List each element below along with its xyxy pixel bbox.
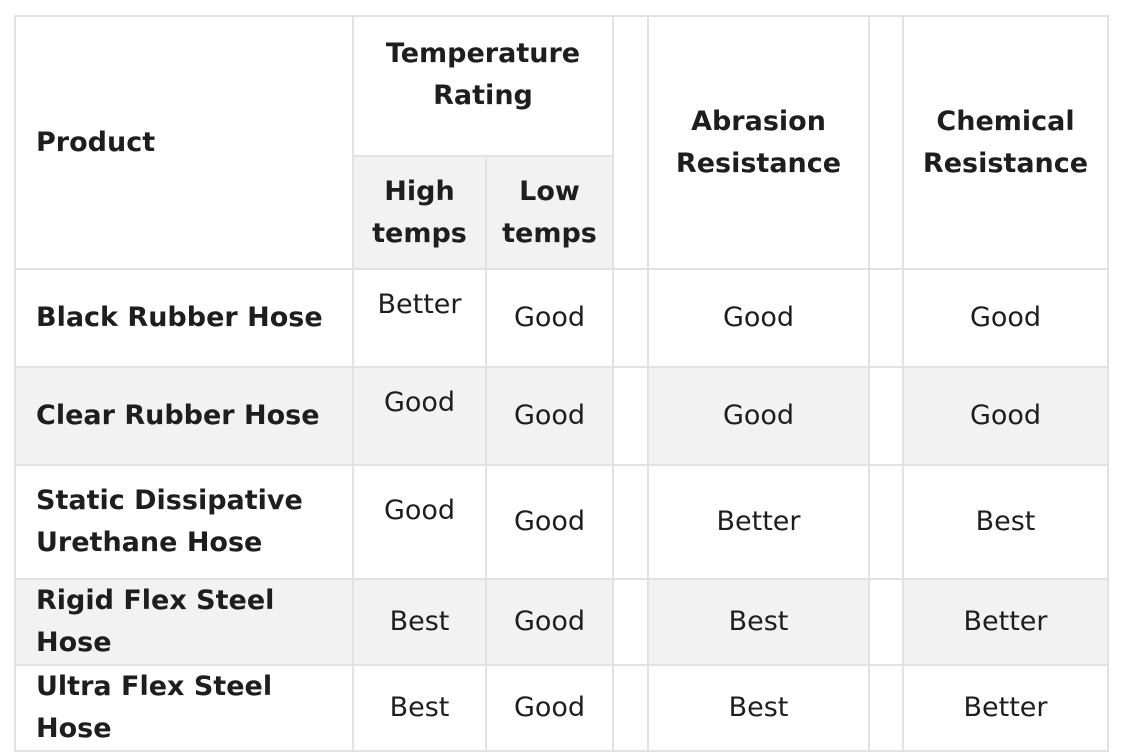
header-abrasion-resistance: Abrasion Resistance — [647, 15, 871, 270]
high-temps-cell: Best — [352, 664, 487, 752]
column-spacer — [612, 578, 650, 666]
table-row: Static Dissipative Urethane Hose Good Go… — [14, 464, 1110, 580]
chemical-cell: Good — [902, 268, 1110, 368]
column-spacer — [612, 464, 650, 580]
column-spacer — [612, 15, 650, 270]
low-temps-cell: Good — [484, 664, 615, 752]
column-spacer — [868, 366, 905, 466]
column-spacer — [612, 664, 650, 752]
abrasion-cell: Good — [647, 366, 871, 466]
product-name: Static Dissipative Urethane Hose — [14, 464, 354, 580]
high-temps-cell: Good — [352, 366, 487, 466]
chemical-cell: Best — [902, 464, 1110, 580]
abrasion-cell: Good — [647, 268, 871, 368]
product-name: Clear Rubber Hose — [14, 366, 354, 466]
hose-comparison-table: Product Temperature Rating Abrasion Resi… — [14, 15, 1110, 752]
column-spacer — [612, 268, 650, 368]
low-temps-cell: Good — [484, 464, 615, 580]
column-spacer — [868, 15, 905, 270]
abrasion-cell: Best — [647, 664, 871, 752]
header-low-temps: Low temps — [484, 155, 615, 270]
table-row: Rigid Flex Steel Hose Best Good Best Bet… — [14, 578, 1110, 666]
comparison-table-wrapper: Product Temperature Rating Abrasion Resi… — [14, 15, 1110, 752]
column-spacer — [868, 268, 905, 368]
table-row: Clear Rubber Hose Good Good Good Good — [14, 366, 1110, 466]
product-name: Rigid Flex Steel Hose — [14, 578, 354, 666]
header-product: Product — [14, 15, 354, 270]
low-temps-cell: Good — [484, 366, 615, 466]
column-spacer — [868, 664, 905, 752]
high-temps-cell: Good — [352, 464, 487, 580]
column-spacer — [868, 578, 905, 666]
product-name: Ultra Flex Steel Hose — [14, 664, 354, 752]
product-name: Black Rubber Hose — [14, 268, 354, 368]
low-temps-cell: Good — [484, 578, 615, 666]
table-row: Black Rubber Hose Better Good Good Good — [14, 268, 1110, 368]
table-row: Ultra Flex Steel Hose Best Good Best Bet… — [14, 664, 1110, 752]
chemical-cell: Better — [902, 664, 1110, 752]
high-temps-cell: Better — [352, 268, 487, 368]
low-temps-cell: Good — [484, 268, 615, 368]
chemical-cell: Good — [902, 366, 1110, 466]
abrasion-cell: Better — [647, 464, 871, 580]
header-chemical-resistance: Chemical Resistance — [902, 15, 1110, 270]
header-temperature-rating: Temperature Rating — [351, 15, 615, 157]
column-spacer — [612, 366, 650, 466]
abrasion-cell: Best — [647, 578, 871, 666]
header-high-temps: High temps — [352, 155, 487, 270]
column-spacer — [868, 464, 905, 580]
chemical-cell: Better — [902, 578, 1110, 666]
high-temps-cell: Best — [352, 578, 487, 666]
